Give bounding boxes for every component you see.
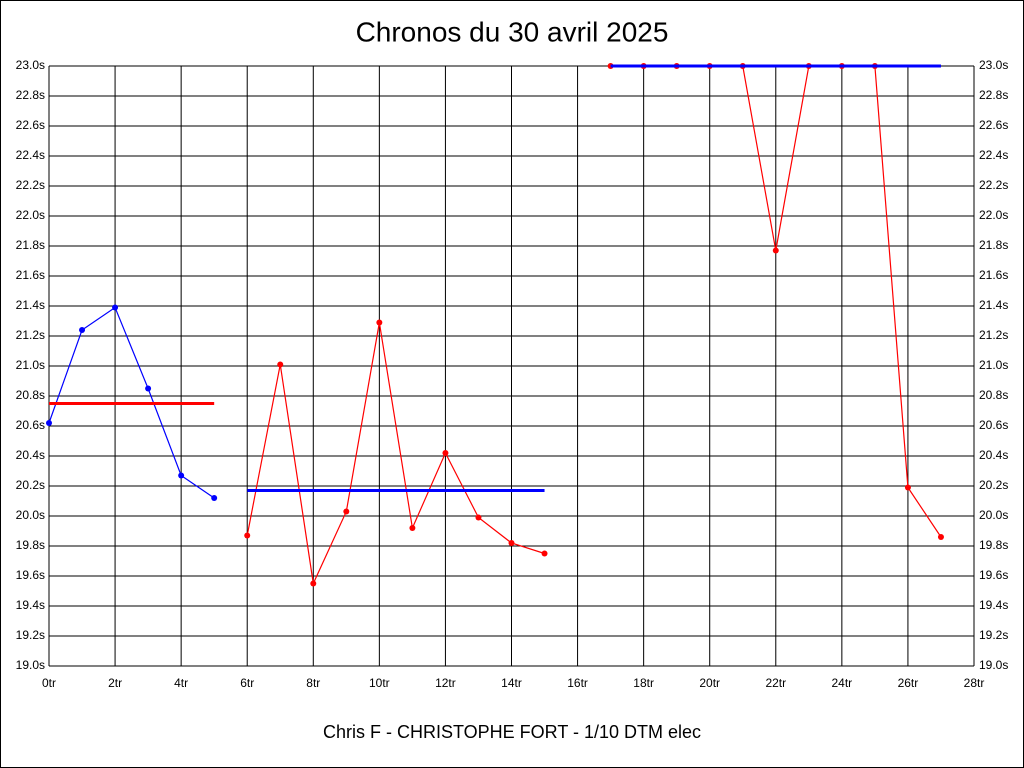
y2-tick-label: 20.4s (979, 448, 1008, 462)
y2-tick-label: 21.0s (979, 358, 1008, 372)
y-tick-label: 21.2s (16, 328, 45, 342)
y-tick-label: 21.8s (16, 238, 45, 252)
y2-tick-label: 19.6s (979, 568, 1008, 582)
series-line (246, 322, 545, 586)
y-tick-label: 21.6s (16, 268, 45, 282)
point (211, 495, 218, 501)
y-tick-label: 20.8s (16, 388, 45, 402)
y2-tick-label: 22.4s (979, 148, 1008, 162)
y2-tick-label: 19.2s (979, 628, 1008, 642)
point (772, 247, 779, 254)
x-tick-label: 12tr (435, 676, 456, 690)
x-tick-label: 24tr (832, 676, 853, 690)
point (277, 361, 284, 368)
x-tick-label: 26tr (898, 676, 919, 690)
point (376, 319, 383, 326)
y2-tick-label: 19.4s (979, 598, 1008, 612)
y2-tick-label: 21.4s (979, 298, 1008, 312)
x-tick-label: 28tr (964, 676, 985, 690)
y2-tick-label: 21.6s (979, 268, 1008, 282)
y-tick-label: 21.0s (16, 358, 45, 372)
point (409, 525, 416, 531)
x-tick-label: 14tr (501, 676, 522, 690)
point (343, 508, 350, 515)
y-tick-label: 20.6s (16, 418, 45, 432)
y-tick-label: 19.6s (16, 568, 45, 582)
point (508, 540, 515, 546)
point (310, 580, 317, 587)
y2-tick-label: 20.2s (979, 478, 1008, 492)
x-tick-label: 16tr (567, 676, 588, 690)
y2-tick-label: 19.8s (979, 538, 1008, 552)
x-tick-label: 18tr (633, 676, 654, 690)
y2-tick-label: 22.2s (979, 178, 1008, 192)
point (937, 534, 944, 540)
point (145, 385, 152, 392)
point (244, 532, 251, 539)
point (541, 550, 548, 557)
x-axis-label: Chris F - CHRISTOPHE FORT - 1/10 DTM ele… (323, 722, 701, 742)
y2-tick-label: 22.0s (979, 208, 1008, 222)
x-tick-label: 2tr (108, 676, 122, 690)
y-tick-label: 19.2s (16, 628, 45, 642)
y-tick-label: 23.0s (16, 58, 45, 72)
chart-title: Chronos du 30 avril 2025 (356, 16, 669, 47)
series-line (48, 306, 215, 499)
y2-tick-label: 20.0s (979, 508, 1008, 522)
y-tick-label: 22.8s (16, 88, 45, 102)
y-tick-label: 22.4s (16, 148, 45, 162)
y2-tick-label: 20.6s (979, 418, 1008, 432)
y-tick-label: 19.0s (16, 658, 45, 672)
point (442, 450, 449, 456)
x-tick-label: 6tr (240, 676, 254, 690)
y-tick-label: 20.2s (16, 478, 45, 492)
y-tick-label: 19.8s (16, 538, 45, 552)
y2-tick-label: 19.0s (979, 658, 1008, 672)
y-tick-label: 20.0s (16, 508, 45, 522)
x-tick-label: 20tr (699, 676, 720, 690)
y2-tick-label: 23.0s (979, 58, 1008, 72)
y2-tick-label: 20.8s (979, 388, 1008, 402)
y-tick-label: 19.4s (16, 598, 45, 612)
y-tick-label: 20.4s (16, 448, 45, 462)
point (79, 327, 86, 333)
y2-tick-label: 21.2s (979, 328, 1008, 342)
point (46, 420, 52, 426)
y2-tick-label: 22.8s (979, 88, 1008, 102)
y-tick-label: 22.6s (16, 118, 45, 132)
point (112, 304, 119, 311)
point (178, 472, 185, 479)
y-tick-label: 22.0s (16, 208, 45, 222)
x-tick-label: 22tr (765, 676, 786, 690)
x-tick-label: 0tr (42, 676, 56, 690)
point (904, 484, 911, 491)
x-tick-label: 8tr (306, 676, 320, 690)
y-tick-label: 22.2s (16, 178, 45, 192)
y2-tick-label: 22.6s (979, 118, 1008, 132)
y-tick-label: 21.4s (16, 298, 45, 312)
point (475, 514, 482, 521)
x-tick-label: 10tr (369, 676, 390, 690)
x-tick-label: 4tr (174, 676, 188, 690)
y2-tick-label: 21.8s (979, 238, 1008, 252)
